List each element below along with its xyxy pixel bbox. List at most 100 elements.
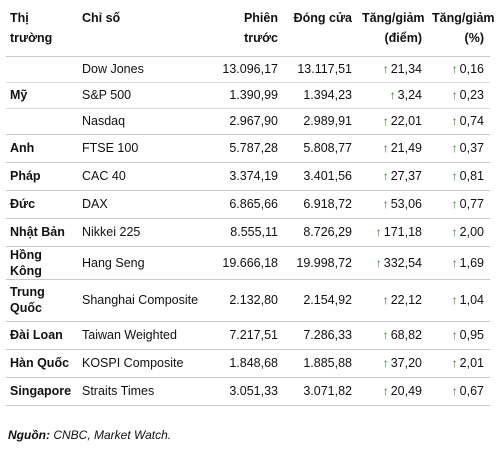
market-cell: Hàn Quốc: [10, 356, 70, 370]
change-value: 68,82: [390, 328, 422, 342]
close-cell: 13.117,51: [297, 62, 352, 76]
close-cell: 1.394,23: [303, 88, 352, 102]
previous-cell: 3.051,33: [229, 384, 278, 398]
table-row: Singapore Straits Times 3.051,33 3.071,82 ↑ 2…: [6, 377, 490, 405]
close-cell: 7.286,33: [303, 328, 352, 342]
percent-value: 0,37: [459, 141, 484, 155]
index-cell: FTSE 100: [82, 141, 139, 155]
index-cell: Nikkei 225: [82, 225, 141, 239]
close-cell: 6.918,72: [303, 197, 352, 211]
percent-value: 1,04: [459, 293, 484, 307]
up-arrow-icon: ↑: [382, 293, 389, 307]
index-cell: KOSPI Composite: [82, 356, 184, 370]
table-row: Hồng Kông Hang Seng 19.666,18 19.998,72 ↑ 332…: [6, 246, 490, 279]
change-cell: ↑ 21,34: [358, 56, 428, 82]
percent-cell: ↑ 0,16: [428, 56, 490, 82]
percent-cell: ↑ 0,67: [428, 377, 490, 405]
up-arrow-icon: ↑: [451, 62, 458, 76]
close-cell: 1.885,88: [303, 356, 352, 370]
change-cell: ↑ 20,49: [358, 377, 428, 405]
up-arrow-icon: ↑: [451, 88, 458, 102]
percent-value: 1,69: [459, 255, 484, 270]
percent-value: 2,00: [459, 225, 484, 239]
change-cell: ↑ 171,18: [358, 218, 428, 246]
table-row: Anh FTSE 100 5.787,28 5.808,77 ↑ 21,49 ↑ 0,37: [6, 134, 490, 162]
percent-cell: ↑ 1,69: [428, 246, 490, 279]
up-arrow-icon: ↑: [382, 114, 389, 128]
header-market: Thị trường: [10, 11, 53, 45]
index-cell: Taiwan Weighted: [82, 328, 177, 342]
change-value: 21,34: [390, 62, 422, 76]
change-value: 20,49: [390, 384, 422, 398]
percent-value: 0,74: [459, 114, 484, 128]
up-arrow-icon: ↑: [451, 141, 458, 155]
percent-value: 2,01: [459, 356, 484, 370]
change-value: 332,54: [383, 255, 422, 270]
previous-cell: 13.096,17: [222, 62, 278, 76]
up-arrow-icon: ↑: [382, 328, 389, 342]
percent-cell: ↑ 0,77: [428, 190, 490, 218]
table-body: Dow Jones 13.096,17 13.117,51 ↑ 21,34 ↑ 0,16 Mỹ…: [6, 56, 490, 405]
change-cell: ↑ 37,20: [358, 349, 428, 377]
change-cell: ↑ 21,49: [358, 134, 428, 162]
percent-cell: ↑ 0,81: [428, 162, 490, 190]
change-cell: ↑ 22,01: [358, 108, 428, 134]
table-row: Đức DAX 6.865,66 6.918,72 ↑ 53,06 ↑ 0,77: [6, 190, 490, 218]
index-cell: CAC 40: [82, 169, 126, 183]
change-cell: ↑ 3,24: [358, 82, 428, 108]
percent-cell: ↑ 2,01: [428, 349, 490, 377]
change-value: 37,20: [390, 356, 422, 370]
up-arrow-icon: ↑: [382, 141, 389, 155]
source-note: Nguồn: CNBC, Market Watch.: [8, 428, 171, 442]
change-cell: ↑ 332,54: [358, 246, 428, 279]
percent-cell: ↑ 0,74: [428, 108, 490, 134]
market-cell: Đài Loan: [10, 328, 63, 342]
up-arrow-icon: ↑: [451, 293, 458, 307]
up-arrow-icon: ↑: [451, 255, 458, 270]
market-cell: Trung Quốc: [10, 285, 45, 315]
up-arrow-icon: ↑: [451, 225, 458, 239]
change-value: 27,37: [390, 169, 422, 183]
table-row: Dow Jones 13.096,17 13.117,51 ↑ 21,34 ↑ 0,16: [6, 56, 490, 82]
table-row: Mỹ S&P 500 1.390,99 1.394,23 ↑ 3,24 ↑ 0,23: [6, 82, 490, 108]
change-cell: ↑ 53,06: [358, 190, 428, 218]
up-arrow-icon: ↑: [451, 169, 458, 183]
up-arrow-icon: ↑: [375, 255, 382, 270]
previous-cell: 2.132,80: [229, 293, 278, 307]
up-arrow-icon: ↑: [451, 197, 458, 211]
percent-value: 0,95: [459, 328, 484, 342]
market-cell: Nhật Bản: [10, 225, 65, 239]
header-previous: Phiên trước: [243, 11, 278, 45]
up-arrow-icon: ↑: [375, 225, 382, 239]
up-arrow-icon: ↑: [382, 356, 389, 370]
close-cell: 19.998,72: [296, 255, 352, 270]
market-indices-table: Thị trường Chỉ số Phiên trước Đóng cửa T…: [6, 4, 495, 406]
previous-cell: 2.967,90: [229, 114, 278, 128]
index-cell: Straits Times: [82, 384, 155, 398]
up-arrow-icon: ↑: [451, 356, 458, 370]
header-change-points: Tăng/giảm (điểm): [362, 11, 425, 45]
close-cell: 2.989,91: [303, 114, 352, 128]
change-cell: ↑ 68,82: [358, 321, 428, 349]
percent-value: 0,77: [459, 197, 484, 211]
percent-value: 0,67: [459, 384, 484, 398]
previous-cell: 8.555,11: [230, 225, 278, 239]
percent-cell: ↑ 0,23: [428, 82, 490, 108]
header-change-percent: Tăng/giảm (%): [432, 11, 495, 45]
percent-value: 0,23: [459, 88, 484, 102]
percent-cell: ↑ 2,00: [428, 218, 490, 246]
table-row: Nhật Bản Nikkei 225 8.555,11 8.726,29 ↑ 171,1…: [6, 218, 490, 246]
percent-cell: ↑ 0,37: [428, 134, 490, 162]
market-cell: Singapore: [10, 384, 72, 398]
index-cell: Nasdaq: [82, 114, 126, 128]
close-cell: 3.071,82: [303, 384, 352, 398]
up-arrow-icon: ↑: [382, 62, 389, 76]
table-row: Nasdaq 2.967,90 2.989,91 ↑ 22,01 ↑ 0,74: [6, 108, 490, 134]
up-arrow-icon: ↑: [382, 197, 389, 211]
table-row: Đài Loan Taiwan Weighted 7.217,51 7.286,33 ↑…: [6, 321, 490, 349]
change-value: 3,24: [397, 88, 422, 102]
change-value: 22,12: [390, 293, 422, 307]
up-arrow-icon: ↑: [451, 114, 458, 128]
market-cell: Đức: [10, 197, 36, 211]
close-cell: 3.401,56: [303, 169, 352, 183]
